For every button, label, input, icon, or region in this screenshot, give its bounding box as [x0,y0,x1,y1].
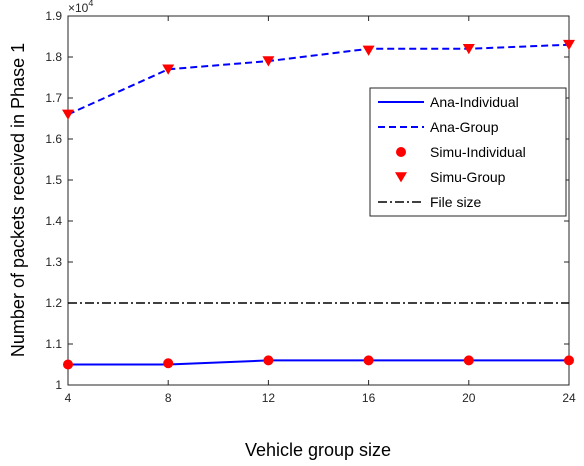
y-tick-label: 1.8 [45,50,62,64]
y-tick-label: 1.1 [45,337,62,351]
legend-label-ana-individual: Ana-Individual [430,94,519,110]
y-tick-label: 1.7 [45,91,62,105]
y-tick-label: 1.4 [45,214,62,228]
point-simu-group [62,109,74,120]
ticks: 4 8 12 16 20 24 1 1.1 1.2 1.3 1.4 1.5 1.6 1.7 1.8 1.9 [45,9,576,405]
point-simu-group [462,44,475,55]
legend-items: Ana-Individual Ana-Group Simu-Individual Si… [378,94,526,210]
point-simu-individual [63,359,73,370]
point-simu-group [262,56,275,67]
y-tick-label: 1.9 [45,9,62,23]
point-simu-individual [564,355,574,366]
y-multiplier: ×104 [68,0,93,15]
y-multiplier-exponent: 4 [88,0,93,8]
point-simu-group [162,64,175,75]
x-tick-label: 16 [362,391,376,405]
y-tick-label: 1.2 [45,296,62,310]
x-axis-label: Vehicle group size [245,440,391,460]
y-tick-label: 1.5 [45,173,62,187]
series-line-ana-individual [68,359,569,366]
x-tick-label: 8 [165,391,172,405]
y-axis-label: Number of packets received in Phase 1 [8,43,28,357]
point-simu-group [362,45,375,56]
series-line-ana-group [67,43,570,116]
point-simu-individual [463,355,474,366]
legend-label-ana-group: Ana-Group [430,119,499,135]
legend-label-file-size: File size [430,194,482,210]
point-simu-individual [363,355,374,366]
x-tick-label: 4 [65,391,72,405]
y-tick-label: 1.6 [45,132,62,146]
x-tick-label: 20 [462,391,476,405]
series-layer [62,39,575,370]
legend-label-simu-group: Simu-Group [430,169,506,185]
x-tick-label: 12 [262,391,276,405]
y-tick-label: 1 [55,378,62,392]
point-simu-individual [263,355,274,366]
point-simu-group [563,39,575,51]
y-tick-label: 1.3 [45,255,62,269]
x-tick-label: 24 [562,391,576,405]
point-simu-individual [163,358,174,369]
legend-swatch-simu-individual [396,147,406,157]
legend-swatch-simu-group [395,172,407,183]
legend-label-simu-individual: Simu-Individual [430,144,526,160]
legend: Ana-Individual Ana-Group Simu-Individual Si… [369,87,567,217]
